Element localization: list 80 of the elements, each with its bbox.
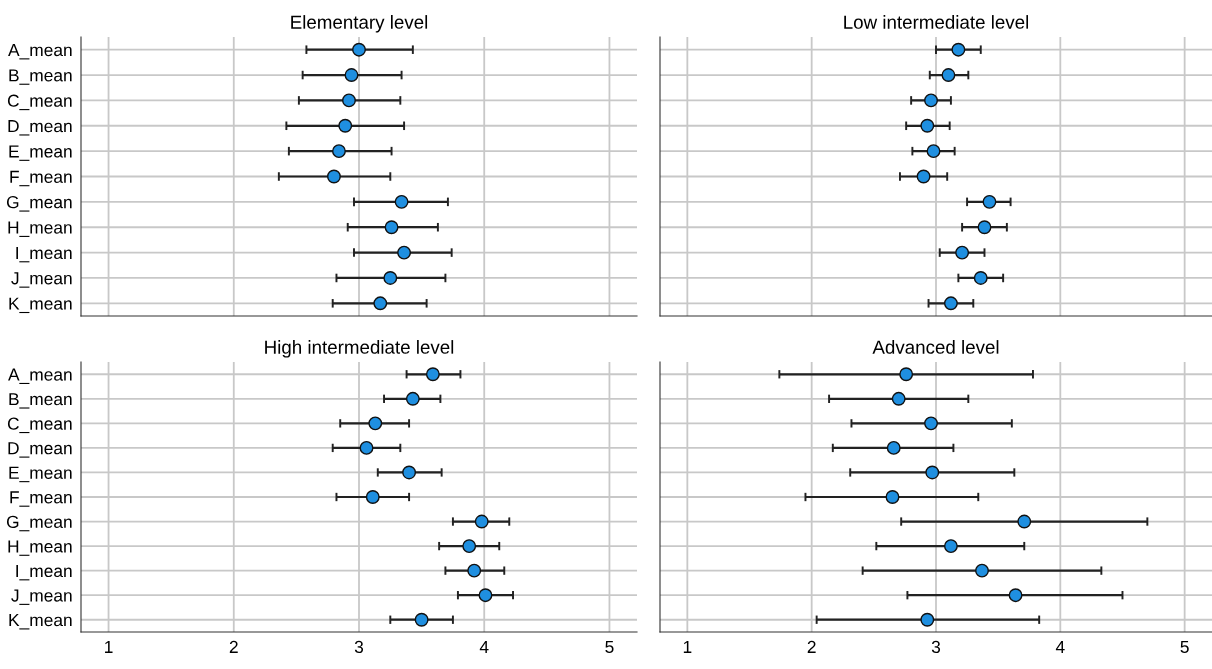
x-tick-label: 3 (931, 640, 941, 654)
point (920, 118, 935, 133)
y-tick-label: K_mean (9, 614, 72, 630)
x-tick-label: 5 (605, 640, 614, 654)
point (916, 169, 931, 184)
point (394, 194, 409, 209)
x-tick-label: 1 (683, 640, 692, 653)
y-tick-label: A_mean (8, 368, 72, 385)
y-tick-label: D_mean (8, 442, 72, 458)
chart-title: Advanced level (872, 340, 999, 354)
y-tick-label: J_mean (11, 272, 72, 288)
point (926, 144, 941, 159)
y-tick-label: C_mean (7, 94, 72, 111)
point (973, 271, 988, 285)
point (977, 220, 992, 235)
y-tick-label: E_mean (9, 466, 72, 483)
y-tick-label: B_mean (9, 393, 72, 409)
y-tick-label: D_mean (8, 120, 72, 136)
x-tick-label: 2 (229, 640, 238, 653)
point (955, 245, 970, 260)
point (383, 271, 398, 285)
y-tick-label: I_mean (16, 564, 72, 581)
point (467, 563, 482, 578)
chart-title: High intermediate level (265, 340, 454, 358)
point (943, 539, 958, 554)
y-tick-label: C_mean (7, 417, 72, 434)
y-tick-label: E_mean (9, 145, 72, 161)
point (982, 194, 997, 209)
point (925, 465, 940, 480)
y-tick-label: H_mean (8, 540, 72, 556)
point (402, 465, 417, 480)
point (338, 118, 353, 133)
chart-title: Low intermediate level (844, 15, 1029, 29)
point (365, 490, 380, 504)
point (425, 367, 440, 382)
x-tick-label: 2 (807, 640, 816, 653)
point (397, 245, 412, 260)
y-tick-label: G_mean (6, 515, 72, 532)
point (1017, 514, 1032, 529)
point (405, 391, 420, 406)
x-tick-label: 4 (1055, 640, 1065, 653)
chart-title: Elementary level (291, 15, 428, 33)
point (342, 93, 356, 108)
x-tick-label: 4 (479, 640, 489, 653)
point (975, 563, 989, 578)
point (373, 296, 388, 311)
point (1008, 588, 1023, 603)
point (474, 514, 489, 529)
point (414, 612, 429, 627)
point (332, 144, 346, 159)
y-tick-label: B_mean (9, 69, 72, 85)
point (924, 416, 938, 431)
point (924, 93, 938, 108)
point (899, 367, 914, 382)
point (352, 42, 366, 57)
y-tick-label: F_mean (10, 170, 72, 187)
y-tick-label: H_mean (8, 221, 72, 237)
y-tick-label: G_mean (6, 196, 72, 212)
x-tick-label: 1 (105, 640, 113, 653)
point (462, 539, 477, 554)
y-tick-label: J_mean (11, 589, 72, 605)
point (368, 416, 383, 431)
point (941, 68, 956, 82)
point (891, 391, 906, 406)
point (344, 68, 359, 82)
point (478, 588, 493, 603)
point (327, 169, 341, 184)
x-tick-label: 3 (354, 640, 364, 654)
y-tick-label: F_mean (10, 491, 72, 507)
point (359, 440, 374, 455)
point (885, 490, 900, 504)
y-tick-label: K_mean (9, 297, 72, 314)
point (384, 220, 399, 235)
point (920, 612, 935, 627)
x-tick-label: 5 (1180, 640, 1189, 654)
point (886, 440, 901, 455)
y-tick-label: A_mean (8, 44, 72, 60)
point (951, 42, 966, 57)
point (943, 296, 958, 311)
y-tick-label: I_mean (16, 246, 72, 263)
